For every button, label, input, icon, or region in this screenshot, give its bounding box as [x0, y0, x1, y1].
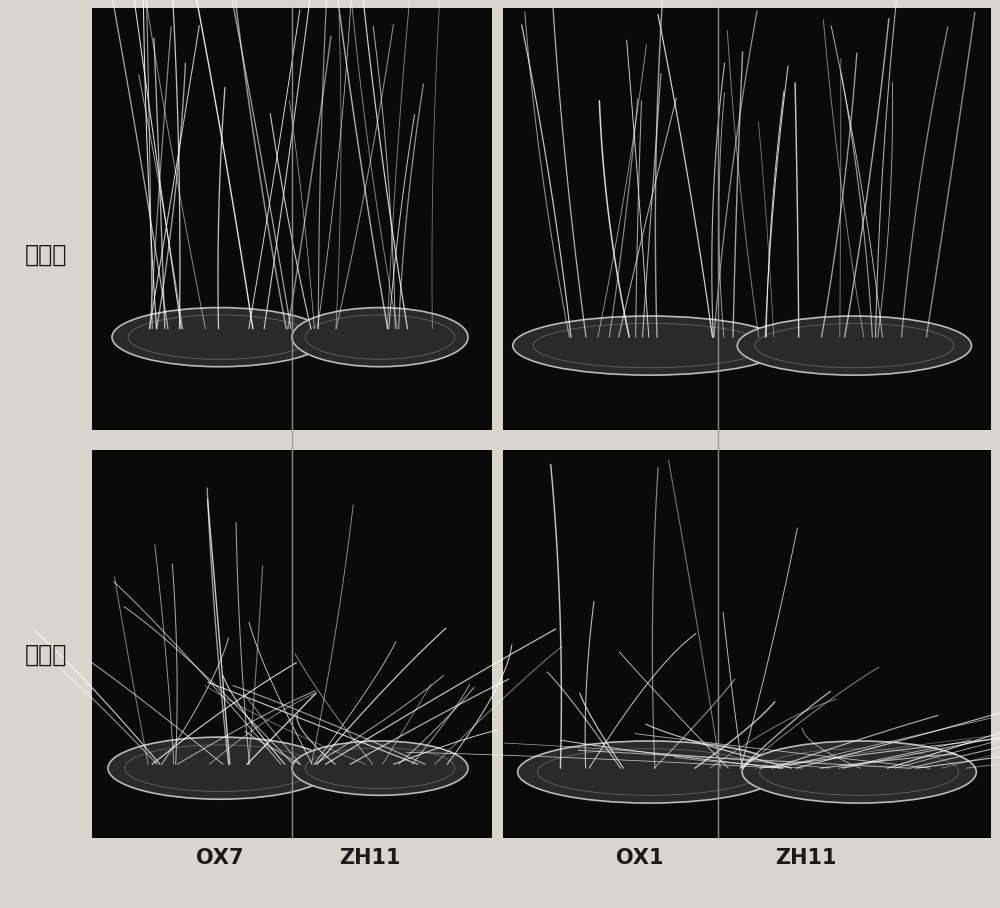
Text: OX7: OX7 [196, 848, 244, 868]
Text: 胁迫后: 胁迫后 [25, 643, 67, 667]
Bar [92, 450, 492, 838]
Ellipse shape [737, 316, 971, 375]
Text: 胁迫前: 胁迫前 [25, 243, 67, 267]
Ellipse shape [108, 737, 332, 799]
Text: ZH11: ZH11 [339, 848, 401, 868]
Ellipse shape [112, 308, 328, 367]
Bar [503, 450, 991, 838]
Ellipse shape [292, 308, 468, 367]
Ellipse shape [513, 316, 786, 375]
Ellipse shape [292, 741, 468, 795]
Ellipse shape [742, 741, 976, 803]
Text: OX1: OX1 [616, 848, 664, 868]
Bar [92, 8, 492, 430]
Bar [503, 8, 991, 430]
Text: ZH11: ZH11 [775, 848, 837, 868]
Ellipse shape [518, 741, 781, 803]
